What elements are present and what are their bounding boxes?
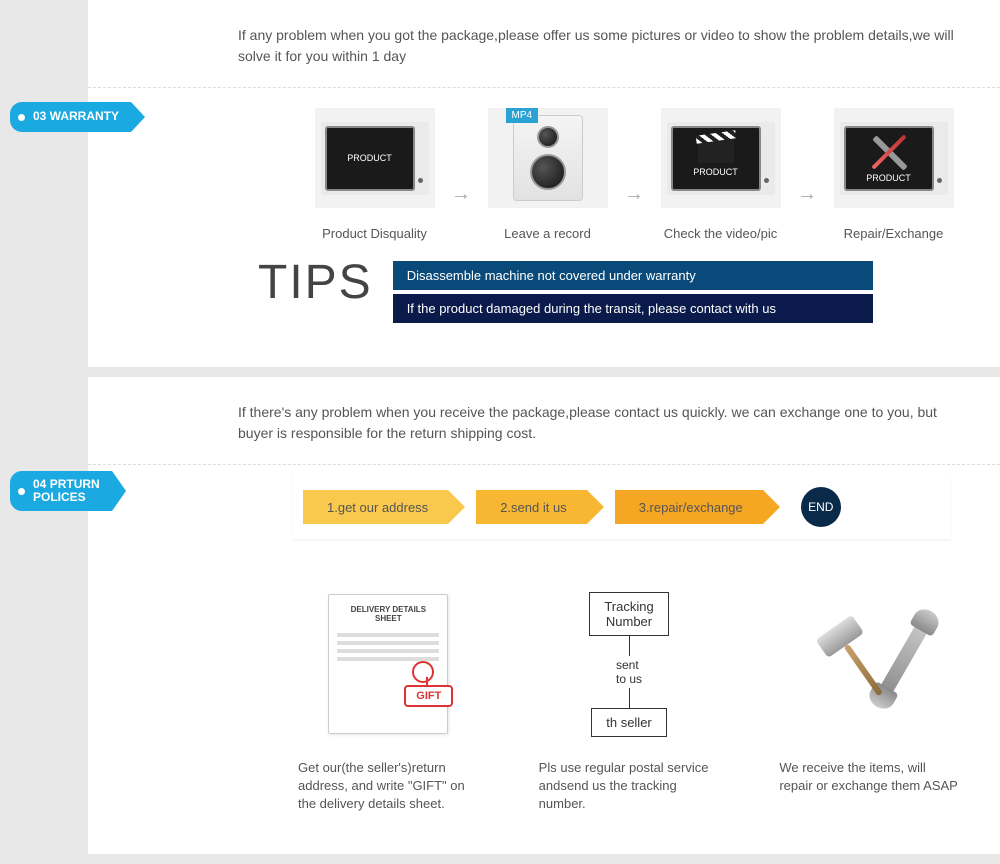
arrow-icon: → <box>797 183 817 206</box>
return-detail-col: DELIVERY DETAILS SHEET GIFT Get our(the … <box>298 589 479 814</box>
delivery-sheet-icon: DELIVERY DETAILS SHEET GIFT <box>328 594 448 734</box>
product-text: PRODUCT <box>866 173 911 183</box>
arrow-icon: → <box>451 183 471 206</box>
end-badge: END <box>801 487 841 527</box>
detail-text: We receive the items, will repair or exc… <box>779 759 960 795</box>
tips-row: TIPS Disassemble machine not covered und… <box>258 261 960 327</box>
detail-text: Get our(the seller's)return address, and… <box>298 759 479 814</box>
speaker-icon: MP4 <box>513 115 583 201</box>
detail-text: Pls use regular postal service andsend u… <box>539 759 720 814</box>
warranty-step: PRODUCT Repair/Exchange <box>827 108 960 241</box>
return-detail-col: We receive the items, will repair or exc… <box>779 589 960 814</box>
mp4-badge: MP4 <box>506 108 539 123</box>
repair-tools-icon <box>815 614 925 714</box>
return-intro: If there's any problem when you receive … <box>88 377 1000 465</box>
product-text: PRODUCT <box>693 167 738 177</box>
tracking-box: Tracking Number <box>589 592 668 636</box>
step-label: Leave a record <box>504 226 591 241</box>
warranty-steps-row: PRODUCT Product Disquality → MP4 <box>308 108 960 241</box>
return-tag: 04 PRTURN POLICES <box>10 471 112 511</box>
step-label: Repair/Exchange <box>844 226 944 241</box>
warranty-step: PRODUCT Product Disquality <box>308 108 441 241</box>
tips-bar: Disassemble machine not covered under wa… <box>393 261 873 290</box>
tracking-mid: sent to us <box>616 658 642 686</box>
tracking-diagram-icon: Tracking Number sent to us th seller <box>589 592 668 737</box>
chevron-step: 1.get our address <box>303 490 448 524</box>
return-detail-col: Tracking Number sent to us th seller Pls… <box>539 589 720 814</box>
warranty-tag: 03 WARRANTY <box>10 102 131 132</box>
sheet-title: DELIVERY DETAILS SHEET <box>337 605 439 623</box>
warranty-step: PRODUCT Check the video/pic <box>654 108 787 241</box>
warranty-intro: If any problem when you got the package,… <box>88 0 1000 88</box>
video-frame-icon: PRODUCT <box>671 126 761 191</box>
clapper-icon <box>698 139 734 163</box>
gift-label: GIFT <box>404 685 453 707</box>
tag-num: 04 <box>33 477 46 491</box>
return-detail-row: DELIVERY DETAILS SHEET GIFT Get our(the … <box>298 589 960 814</box>
chevron-step: 3.repair/exchange <box>615 490 763 524</box>
chevron-step: 2.send it us <box>476 490 587 524</box>
product-frame-icon: PRODUCT <box>325 126 415 191</box>
tools-icon <box>869 133 909 173</box>
step-label: Check the video/pic <box>664 226 777 241</box>
arrow-icon: → <box>624 183 644 206</box>
step-label: Product Disquality <box>322 226 427 241</box>
tips-bar: If the product damaged during the transi… <box>393 294 873 323</box>
warranty-section: If any problem when you got the package,… <box>88 0 1000 367</box>
product-text: PRODUCT <box>347 153 392 163</box>
return-section: If there's any problem when you receive … <box>88 377 1000 854</box>
repair-frame-icon: PRODUCT <box>844 126 934 191</box>
tips-title: TIPS <box>258 261 373 304</box>
return-arrow-strip: 1.get our address 2.send it us 3.repair/… <box>293 475 950 539</box>
tracking-box: th seller <box>591 708 667 737</box>
warranty-step: MP4 Leave a record <box>481 108 614 241</box>
